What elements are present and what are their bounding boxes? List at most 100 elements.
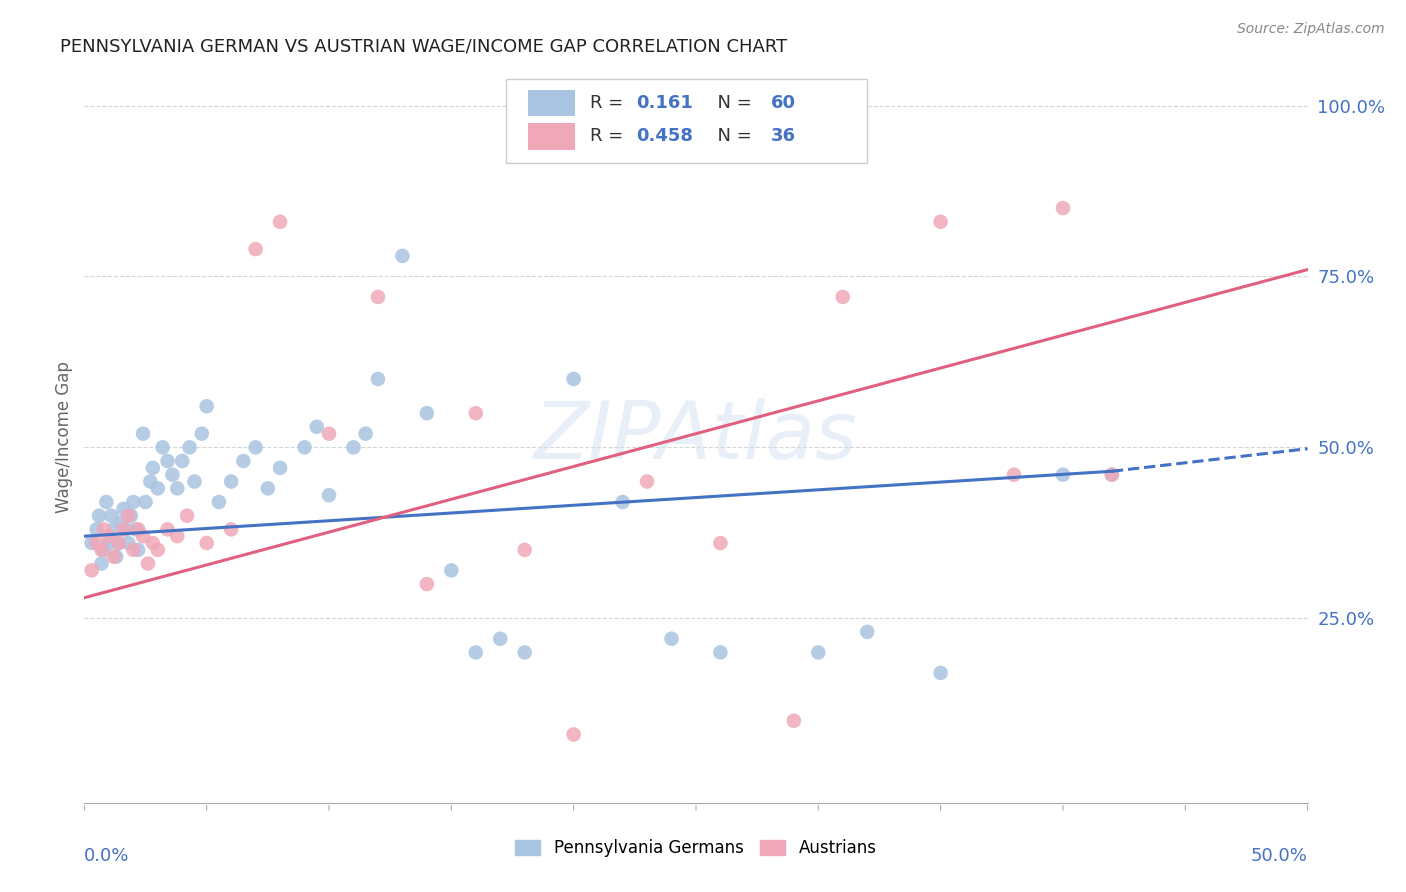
Point	[416, 577, 439, 591]
Point	[294, 440, 316, 454]
Point	[125, 522, 148, 536]
Point	[166, 529, 188, 543]
Point	[464, 645, 486, 659]
Text: 0.0%: 0.0%	[84, 847, 129, 864]
Text: 0.161: 0.161	[636, 94, 693, 112]
Text: PENNSYLVANIA GERMAN VS AUSTRIAN WAGE/INCOME GAP CORRELATION CHART: PENNSYLVANIA GERMAN VS AUSTRIAN WAGE/INC…	[60, 38, 787, 56]
Point	[929, 215, 952, 229]
Point	[269, 460, 291, 475]
Point	[562, 372, 585, 386]
Bar	[529, 89, 575, 116]
Point	[208, 495, 231, 509]
Point	[191, 426, 214, 441]
Point	[127, 522, 149, 536]
Point	[257, 481, 280, 495]
Point	[96, 495, 118, 509]
Point	[661, 632, 683, 646]
Point	[86, 536, 108, 550]
Point	[100, 508, 122, 523]
Point	[107, 536, 129, 550]
Point	[245, 242, 267, 256]
Point	[783, 714, 806, 728]
Point	[831, 290, 853, 304]
Point	[156, 454, 179, 468]
Point	[135, 495, 157, 509]
Legend: Pennsylvania Germans, Austrians: Pennsylvania Germans, Austrians	[509, 832, 883, 864]
Bar	[529, 123, 575, 150]
Point	[142, 460, 165, 475]
Point	[139, 475, 162, 489]
Point	[132, 426, 155, 441]
Point	[105, 549, 128, 564]
Text: ZIPAtlas: ZIPAtlas	[534, 398, 858, 476]
Point	[807, 645, 830, 659]
Point	[391, 249, 413, 263]
Point	[245, 440, 267, 454]
Point	[612, 495, 634, 509]
Point	[122, 495, 145, 509]
Point	[318, 488, 340, 502]
Point	[195, 400, 218, 414]
Point	[110, 516, 132, 530]
Point	[179, 440, 201, 454]
Point	[107, 536, 129, 550]
Point	[117, 508, 139, 523]
Point	[464, 406, 486, 420]
Point	[146, 542, 169, 557]
Point	[166, 481, 188, 495]
Point	[513, 542, 536, 557]
Point	[1002, 467, 1025, 482]
Text: 0.458: 0.458	[636, 128, 693, 145]
Text: R =: R =	[589, 94, 628, 112]
Point	[112, 522, 135, 536]
Point	[367, 372, 389, 386]
Point	[1101, 467, 1123, 482]
Point	[103, 549, 125, 564]
Point	[90, 542, 112, 557]
Point	[87, 508, 110, 523]
Point	[132, 529, 155, 543]
Point	[90, 557, 112, 571]
Point	[176, 508, 198, 523]
Point	[513, 645, 536, 659]
Point	[489, 632, 512, 646]
Point	[354, 426, 377, 441]
Point	[318, 426, 340, 441]
Point	[103, 522, 125, 536]
Point	[120, 508, 142, 523]
Point	[112, 501, 135, 516]
Point	[183, 475, 205, 489]
Point	[80, 536, 103, 550]
Text: Source: ZipAtlas.com: Source: ZipAtlas.com	[1237, 22, 1385, 37]
Point	[117, 536, 139, 550]
Point	[1052, 201, 1074, 215]
Point	[97, 529, 120, 543]
Point	[269, 215, 291, 229]
Text: N =: N =	[706, 128, 758, 145]
Point	[195, 536, 218, 550]
Point	[232, 454, 254, 468]
FancyBboxPatch shape	[506, 78, 868, 163]
Text: 36: 36	[770, 128, 796, 145]
Point	[146, 481, 169, 495]
Point	[562, 727, 585, 741]
Point	[172, 454, 194, 468]
Point	[856, 624, 879, 639]
Point	[86, 522, 108, 536]
Text: 60: 60	[770, 94, 796, 112]
Point	[1101, 467, 1123, 482]
Point	[342, 440, 364, 454]
Y-axis label: Wage/Income Gap: Wage/Income Gap	[55, 361, 73, 513]
Text: 50.0%: 50.0%	[1251, 847, 1308, 864]
Point	[219, 522, 242, 536]
Point	[416, 406, 439, 420]
Point	[709, 536, 731, 550]
Point	[136, 557, 159, 571]
Point	[162, 467, 184, 482]
Point	[122, 542, 145, 557]
Point	[152, 440, 174, 454]
Point	[156, 522, 179, 536]
Point	[93, 522, 115, 536]
Point	[709, 645, 731, 659]
Point	[929, 665, 952, 680]
